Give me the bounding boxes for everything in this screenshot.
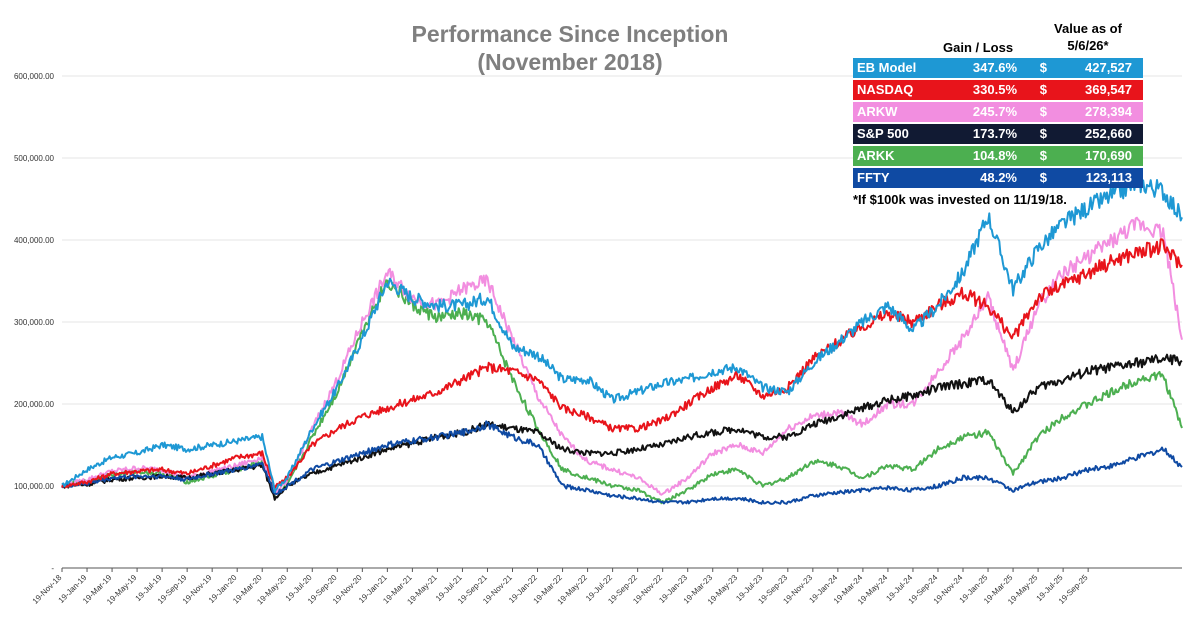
legend-gain: 104.8% [972, 148, 1017, 163]
series-line-s-p-500 [61, 353, 1183, 501]
legend-name: S&P 500 [857, 126, 909, 141]
legend-header: Gain / Loss Value as of 5/6/26* [853, 20, 1143, 58]
value-header-line2: 5/6/26* [1067, 38, 1109, 53]
x-axis: 19-Nov-1819-Jan-1919-Mar-1919-May-1919-J… [31, 568, 1090, 606]
legend-row: ARKW 245.7% $278,394 [853, 102, 1143, 122]
legend-gain: 347.6% [972, 60, 1017, 75]
legend-gain: 48.2% [980, 170, 1017, 185]
legend-name: ARKK [857, 148, 895, 163]
y-tick-label: 600,000.00 [14, 72, 55, 81]
legend-gain: 245.7% [972, 104, 1017, 119]
legend-currency: $ [1039, 170, 1047, 185]
legend-row: ARKK 104.8% $170,690 [853, 146, 1143, 166]
legend-row: NASDAQ 330.5% $369,547 [853, 80, 1143, 100]
legend-name: ARKW [857, 104, 898, 119]
legend-value: 252,660 [1085, 126, 1132, 141]
series-line-ffty [61, 420, 1183, 505]
legend-footnote: *If $100k was invested on 11/19/18. [853, 192, 1067, 207]
legend-name: EB Model [857, 60, 917, 75]
series-line-nasdaq [61, 238, 1183, 490]
legend-rows: EB Model 347.6% $427,527 NASDAQ 330.5% $369,5… [853, 58, 1143, 188]
series-line-arkw [61, 216, 1183, 496]
legend-gain: 330.5% [972, 82, 1017, 97]
legend-currency: $ [1039, 104, 1047, 119]
gain-header: Gain / Loss [943, 40, 1014, 55]
chart-subtitle: (November 2018) [477, 49, 663, 75]
chart-title-block: Performance Since Inception (November 20… [380, 20, 760, 76]
legend-gain: 173.7% [972, 126, 1017, 141]
y-tick-label: 400,000.00 [14, 236, 55, 245]
legend-currency: $ [1039, 148, 1047, 163]
legend-name: NASDAQ [857, 82, 914, 97]
legend-value: 278,394 [1085, 104, 1132, 119]
chart-title: Performance Since Inception [411, 21, 729, 47]
y-tick-label: 500,000.00 [14, 154, 55, 163]
value-header: Value as of 5/6/26* [1043, 20, 1133, 54]
series-line-eb-model [61, 174, 1183, 493]
y-tick-label: 100,000.00 [14, 482, 55, 491]
legend-value: 170,690 [1085, 148, 1132, 163]
legend-currency: $ [1039, 126, 1047, 141]
legend-row: EB Model 347.6% $427,527 [853, 58, 1143, 78]
legend-value: 123,113 [1085, 170, 1132, 185]
legend-name: FFTY [857, 170, 890, 185]
y-tick-label: - [51, 564, 54, 573]
legend-table: Gain / Loss Value as of 5/6/26* EB Model… [853, 20, 1143, 207]
y-tick-label: 200,000.00 [14, 400, 55, 409]
legend-value: 427,527 [1085, 60, 1132, 75]
legend-value: 369,547 [1085, 82, 1132, 97]
series-lines [61, 174, 1183, 505]
legend-currency: $ [1039, 60, 1047, 75]
legend-row: FFTY 48.2% $123,113 [853, 168, 1143, 188]
legend-currency: $ [1039, 82, 1047, 97]
y-tick-label: 300,000.00 [14, 318, 55, 327]
legend-row: S&P 500 173.7% $252,660 [853, 124, 1143, 144]
value-header-line1: Value as of [1054, 21, 1122, 36]
